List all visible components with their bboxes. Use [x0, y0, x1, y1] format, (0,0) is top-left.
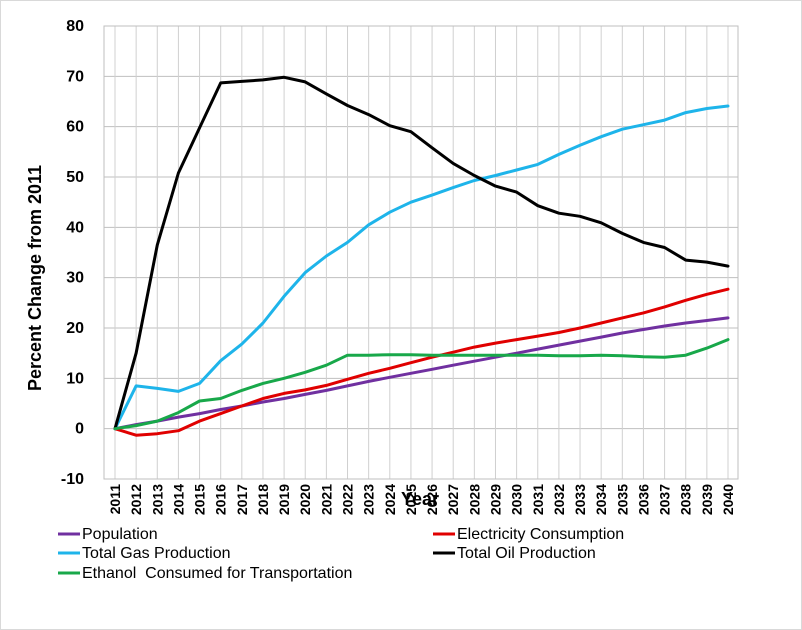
x-tick-label: 2011 — [107, 484, 123, 515]
x-tick-label: 2016 — [213, 484, 229, 515]
x-tick-label: 2033 — [572, 484, 588, 515]
y-tick-label: 40 — [66, 219, 84, 236]
legend-label-oil: Total Oil Production — [457, 545, 596, 562]
x-tick-label: 2034 — [593, 484, 609, 515]
y-tick-label: 60 — [66, 119, 84, 136]
x-tick-label: 2030 — [509, 484, 525, 515]
series-line-electricity-consumption — [113, 287, 730, 437]
x-axis-title: Year — [401, 489, 439, 509]
legend-label-population: Population — [82, 526, 158, 543]
x-tick-label: 2024 — [382, 484, 398, 515]
x-tick-label: 2022 — [340, 484, 356, 515]
legend-item-population: Population — [58, 526, 158, 543]
y-tick-label: 0 — [75, 421, 84, 438]
series-line-total-oil-production — [113, 75, 730, 431]
series-line-population — [113, 316, 730, 431]
x-tick-label: 2017 — [234, 484, 250, 515]
series-line-ethanol-consumed-for-transportation — [113, 338, 730, 431]
legend-label-gas: Total Gas Production — [82, 545, 231, 562]
legend-label-electricity: Electricity Consumption — [457, 526, 624, 543]
legend: Population Electricity Consumption Total… — [58, 526, 624, 582]
y-tick-label: 30 — [66, 270, 84, 287]
x-tick-label: 2012 — [128, 484, 144, 515]
x-tick-label: 2031 — [530, 484, 546, 515]
x-tick-labels: 2011 2012 2013 2014 2015 2016 2017 2018 2019 2020… — [107, 484, 736, 515]
x-tick-label: 2040 — [720, 484, 736, 515]
y-tick-label: 20 — [66, 320, 84, 337]
x-tick-label: 2027 — [445, 484, 461, 515]
y-tick-labels: -10 0 10 20 30 40 50 60 70 80 — [61, 18, 84, 488]
y-axis-title: Percent Change from 2011 — [25, 165, 45, 391]
x-tick-label: 2029 — [487, 484, 503, 515]
x-tick-label: 2020 — [297, 484, 313, 515]
x-tick-label: 2036 — [635, 484, 651, 515]
x-tick-label: 2028 — [466, 484, 482, 515]
legend-item-ethanol: Ethanol Consumed for Transportation — [58, 565, 352, 582]
plot-area-border — [103, 25, 739, 480]
x-tick-label: 2015 — [192, 484, 208, 515]
x-tick-label: 2018 — [255, 484, 271, 515]
y-tick-label: 50 — [66, 169, 84, 186]
x-tick-label: 2035 — [614, 484, 630, 515]
x-tick-label: 2026 — [424, 484, 440, 515]
series-lines — [113, 75, 730, 437]
legend-item-electricity: Electricity Consumption — [433, 526, 624, 543]
x-tick-label: 2037 — [657, 484, 673, 515]
x-tick-label: 2025 — [403, 484, 419, 515]
y-tick-label: 70 — [66, 68, 84, 85]
x-tick-label: 2032 — [551, 484, 567, 515]
x-tick-label: 2013 — [149, 484, 165, 515]
x-tick-label: 2014 — [170, 484, 186, 515]
y-tick-label: 80 — [66, 18, 84, 35]
x-tick-label: 2019 — [276, 484, 292, 515]
series-line-total-gas-production — [113, 104, 730, 431]
x-tick-label: 2039 — [699, 484, 715, 515]
y-tick-label: -10 — [61, 471, 84, 488]
x-tick-label: 2021 — [318, 484, 334, 515]
x-tick-label: 2023 — [361, 484, 377, 515]
y-tick-label: 10 — [66, 370, 84, 387]
legend-item-gas: Total Gas Production — [58, 545, 231, 562]
gridlines — [103, 25, 739, 480]
legend-label-ethanol: Ethanol Consumed for Transportation — [82, 565, 352, 582]
legend-item-oil: Total Oil Production — [433, 545, 596, 562]
x-tick-label: 2038 — [678, 484, 694, 515]
